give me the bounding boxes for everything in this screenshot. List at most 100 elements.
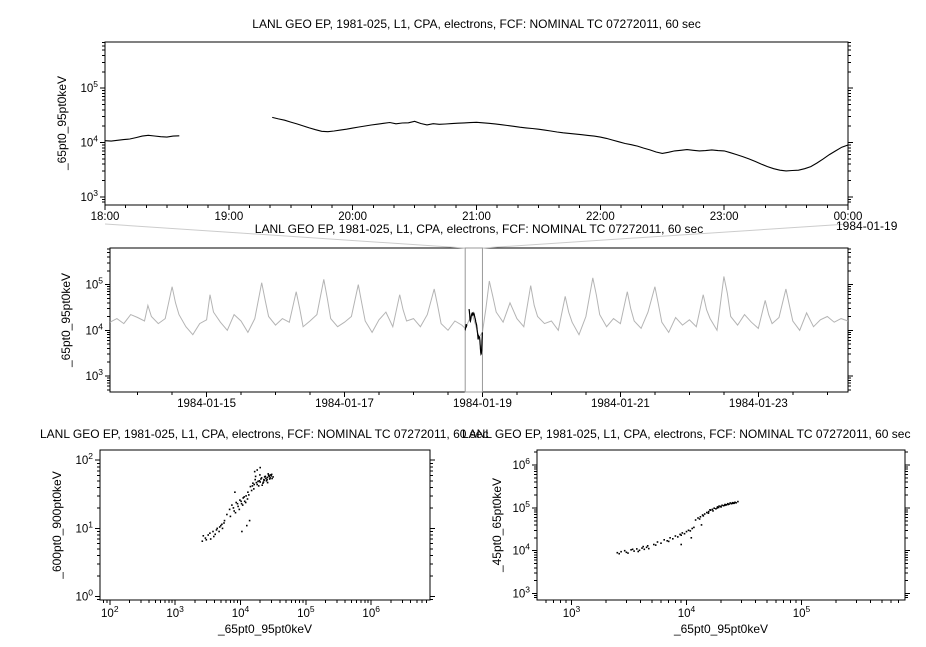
panel-zoom-timeseries[interactable]: 103 104 105 18:00 19:00 20:00 21:00 22:00 23:00 0… xyxy=(80,41,863,223)
x-axis-context-date: 1984-01-19 xyxy=(836,219,898,233)
svg-text:104: 104 xyxy=(512,542,530,558)
scatter-point xyxy=(202,535,205,537)
scatter-point xyxy=(712,510,714,512)
scatter-point xyxy=(261,484,263,486)
scatter-point xyxy=(716,507,718,509)
scatter-point xyxy=(648,547,650,550)
scatter-point xyxy=(262,482,264,484)
scatter-point xyxy=(241,504,244,506)
scatter-point xyxy=(262,481,265,483)
scatter-point xyxy=(270,473,273,476)
scatter-point xyxy=(680,534,682,536)
scatter-point xyxy=(707,510,710,513)
scatter-point xyxy=(656,541,659,543)
scatter-point xyxy=(209,532,211,534)
scatter-point xyxy=(244,501,247,504)
panel-scatter-600-900[interactable]: 100 101 102 102 103 104 105 106 xyxy=(75,449,435,620)
svg-text:105: 105 xyxy=(512,499,530,515)
context-overview-frame[interactable] xyxy=(109,247,849,393)
scatter-point xyxy=(221,527,224,530)
scatter-point xyxy=(265,477,267,480)
scatter-point xyxy=(215,529,218,531)
scatter-45-65-frame[interactable] xyxy=(536,449,906,601)
scatter-point xyxy=(618,552,620,555)
scatter-point xyxy=(214,533,216,536)
scatter-point xyxy=(248,519,251,522)
scatter-point xyxy=(694,519,697,521)
panel-scatter-45-65[interactable]: 103 104 105 106 103 104 105 xyxy=(512,449,910,620)
scatter-point xyxy=(267,473,269,475)
highlighted-interval-series xyxy=(468,309,483,356)
scatter-point xyxy=(213,535,215,538)
panel4-y-axis-label: _45pt0_65pt0keV xyxy=(490,477,504,573)
context-connector-left xyxy=(104,223,466,249)
panel4-x-axis-label: _65pt0_95pt0keV xyxy=(673,622,769,636)
scatter-point xyxy=(246,498,249,500)
scatter-point xyxy=(268,475,270,478)
svg-text:1984-01-17: 1984-01-17 xyxy=(315,398,374,410)
svg-text:102: 102 xyxy=(101,604,119,620)
scatter-point xyxy=(259,474,261,476)
scatter-point xyxy=(642,545,644,548)
svg-text:104: 104 xyxy=(85,321,103,337)
scatter-point xyxy=(248,494,250,496)
scatter-point xyxy=(733,502,735,504)
scatter-point xyxy=(242,497,244,499)
scatter-point xyxy=(715,508,717,510)
scatter-point xyxy=(735,502,737,504)
scatter-point xyxy=(253,470,256,473)
scatter-point xyxy=(683,532,686,535)
scatter-point xyxy=(660,542,662,544)
flux-65-95kev xyxy=(104,134,180,142)
scatter-point xyxy=(623,549,626,552)
svg-text:105: 105 xyxy=(85,276,103,292)
svg-text:105: 105 xyxy=(793,604,811,620)
selection-box[interactable] xyxy=(464,247,483,393)
scatter-point xyxy=(241,530,243,533)
svg-text:105: 105 xyxy=(80,79,98,95)
scatter-point xyxy=(250,489,253,492)
scatter-point xyxy=(687,529,690,532)
scatter-point xyxy=(269,477,271,479)
scatter-point xyxy=(229,515,232,518)
scatter-point xyxy=(221,523,223,526)
scatter-point xyxy=(725,504,727,506)
scatter-point xyxy=(700,524,703,526)
scatter-point xyxy=(226,513,228,516)
scatter-point xyxy=(252,482,254,484)
scatter-point xyxy=(269,474,272,476)
scatter-point xyxy=(620,550,622,553)
scatter-point xyxy=(667,540,670,543)
panel-context-overview[interactable]: 103 104 105 1984-01-15 1984-01-17 1984-01-19 1… xyxy=(85,247,853,410)
scatter-point xyxy=(233,510,235,512)
scatter-point xyxy=(737,500,739,503)
scatter-point xyxy=(238,508,241,511)
scatter-point xyxy=(260,477,263,479)
zoom-timeseries-frame[interactable] xyxy=(104,41,849,206)
scatter-point xyxy=(645,546,648,549)
panel3-y-axis-label: _600pt0_900pt0keV xyxy=(50,471,64,579)
svg-text:00:00: 00:00 xyxy=(834,211,863,223)
scatter-point xyxy=(690,537,693,539)
scatter-point xyxy=(643,548,646,551)
svg-text:22:00: 22:00 xyxy=(586,211,615,223)
scatter-point xyxy=(251,485,254,487)
scatter-point xyxy=(259,466,261,469)
svg-text:104: 104 xyxy=(678,604,696,620)
scatter-point xyxy=(201,540,204,542)
scatter-point xyxy=(216,527,218,530)
panel1-y-axis-label: _65pt0_95pt0keV xyxy=(55,75,69,171)
scatter-point xyxy=(709,509,711,511)
scatter-point xyxy=(271,477,273,480)
scatter-point xyxy=(263,476,266,478)
panel1-title: LANL GEO EP, 1981-025, L1, CPA, electron… xyxy=(252,17,701,31)
scatter-point xyxy=(728,503,730,505)
scatter-point xyxy=(674,535,677,537)
scatter-point xyxy=(212,530,214,533)
scatter-point xyxy=(240,500,242,503)
scatter-point xyxy=(231,504,233,506)
scatter-point xyxy=(669,537,671,539)
scatter-600-900-frame[interactable] xyxy=(99,449,431,601)
scatter-point xyxy=(730,502,733,505)
